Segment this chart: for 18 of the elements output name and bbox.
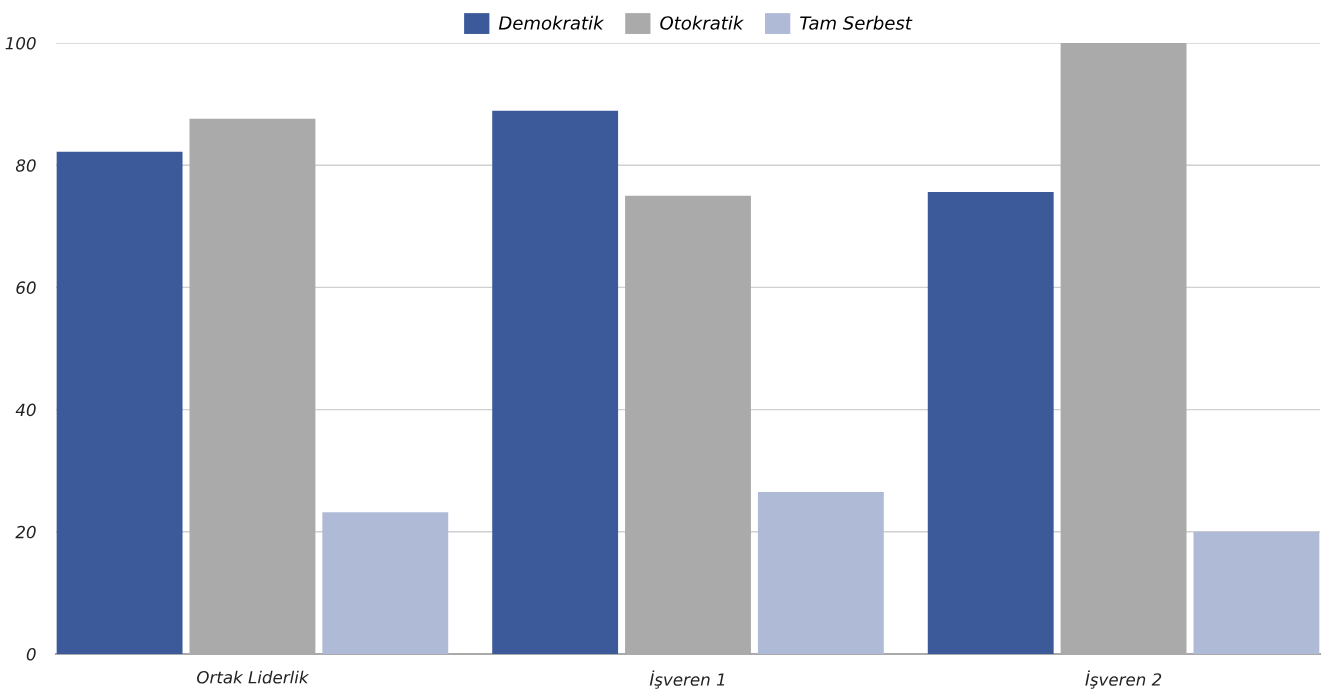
legend-label: Otokratik — [660, 15, 744, 30]
y-tick-label: 40 — [15, 403, 36, 417]
legend-label: Tam Serbest — [800, 15, 913, 30]
bar — [1193, 531, 1320, 654]
bar — [56, 151, 183, 654]
bar — [322, 512, 449, 654]
x-tick-label: Ortak Liderlik — [197, 670, 310, 684]
y-tick-label: 60 — [16, 281, 36, 294]
y-tick-label: 100 — [5, 36, 36, 50]
bar — [757, 492, 884, 654]
x-tick-label: İşveren 1 — [649, 670, 725, 689]
legend-label: Demokratik — [498, 15, 605, 30]
y-tick-label: 0 — [26, 647, 36, 661]
y-tick-label: 20 — [15, 525, 36, 539]
y-tick-label: 80 — [15, 159, 36, 172]
bar — [492, 110, 619, 654]
bar — [927, 192, 1054, 654]
x-tick-label: İşveren 2 — [1085, 670, 1162, 689]
